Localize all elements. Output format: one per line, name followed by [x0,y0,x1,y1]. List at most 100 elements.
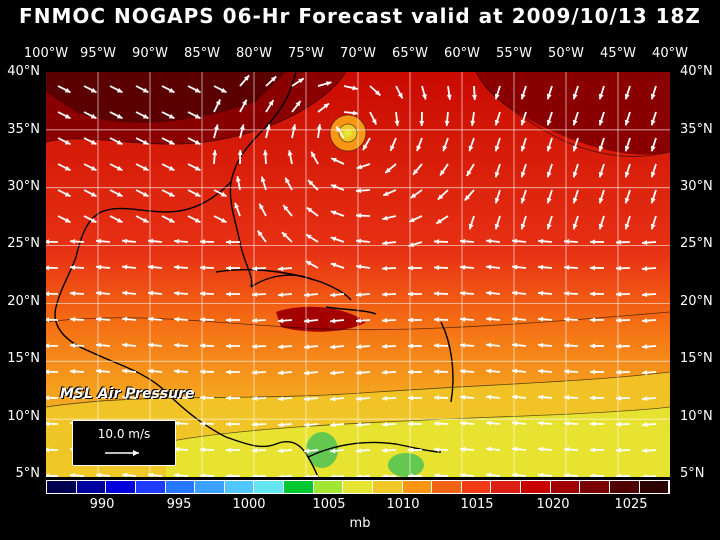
wind-arrow-head [642,240,648,246]
legend-swatch [343,481,373,493]
wind-arrow-head [382,421,388,427]
lat-label: 25°N [680,236,713,251]
wind-arrow-head [212,150,218,156]
wind-arrow-head [213,124,219,130]
wind-arrow-head [226,447,232,453]
wind-arrow-head [200,343,206,349]
wind-arrow-head [252,291,258,297]
wind-arrow-head [252,447,258,453]
wind-arrow-head [642,396,648,402]
wind-arrow-head [265,124,271,130]
wind-arrow-head [374,90,381,96]
wind-arrow-head [538,264,544,270]
wind-arrow-head [460,264,466,270]
wind-arrow-head [650,223,656,230]
wind-arrow-head [590,291,596,297]
wind-arrow-head [434,265,440,271]
wind-arrow-head [200,317,206,323]
wind-arrow-head [330,184,337,190]
wind-arrow-head [122,238,128,244]
wind-arrow-head [385,167,391,173]
legend-swatch [432,481,462,493]
low-pressure-region [166,407,670,477]
wind-arrow-head [174,238,180,244]
wind-arrow-head [410,193,417,199]
wind-arrow-head [434,395,440,401]
lon-label: 95°W [80,46,116,61]
wind-arrow-head [194,191,201,197]
wind-arrow-head [460,420,466,426]
wind-arrow-head [564,317,570,323]
wind-arrow-head [90,139,97,145]
wind-arrow-head [281,232,288,238]
wind-arrow-head [382,447,388,453]
wind-arrow-head [494,145,500,152]
lowest-pressure-region [306,432,338,468]
wind-arrow-head [96,394,102,400]
wind-arrow-head [408,369,414,375]
wind-arrow-head [356,292,362,298]
wind-arrow-head [64,191,71,197]
wind-scale-label: 10.0 m/s [97,427,151,441]
wind-arrow-head [616,369,622,375]
wind-arrow-head [598,223,604,230]
highest-pressure-region [46,72,286,123]
wind-arrow-head [278,344,284,350]
wind-arrow-head [287,150,293,156]
wind-arrow-head [168,217,175,223]
wind-arrow-head [546,197,552,204]
pressure-map [43,71,671,480]
wind-arrow-head [252,265,258,271]
wind-arrow-head [363,144,368,151]
wind-arrow-head [460,316,466,322]
wind-arrow-head [200,421,206,427]
legend-tick: 1010 [386,497,420,512]
wind-arrow-head [382,265,388,271]
wind-arrow-head [390,145,395,151]
lon-label: 70°W [340,46,376,61]
wind-arrow-head [642,318,648,324]
wind-arrow-head [572,93,578,100]
wind-arrow-head [220,191,227,197]
wind-arrow-head [436,218,442,224]
wind-arrow-head [44,395,50,401]
wind-arrow-head [226,317,232,323]
wind-arrow-head [486,264,492,270]
wind-arrow-head [472,94,478,100]
wind-arrow-head [148,394,154,400]
wind-arrow-head [116,165,123,171]
wind-arrow-head [305,261,312,266]
wind-arrow-head [468,223,474,230]
wind-arrow-head [624,119,630,126]
wind-arrow-head [394,120,400,126]
wind-arrow-head [382,215,388,221]
wind-arrow-head [252,317,258,323]
lon-label: 80°W [236,46,272,61]
wind-arrow-head [642,370,648,376]
wind-arrow-head [494,197,500,204]
wind-arrow-head [434,473,440,479]
wind-arrow-head [96,290,102,296]
wind-arrow-head [330,262,337,268]
wind-arrow-head [70,316,76,322]
lon-label: 60°W [444,46,480,61]
wind-arrow-head [598,93,604,100]
wind-arrow-head [234,202,240,209]
wind-arrow-head [598,119,604,126]
wind-arrow-head [356,164,363,170]
legend-tick: 1000 [232,497,266,512]
wind-arrow-head [520,145,526,152]
legend-swatch [609,481,640,493]
legend-tick: 1025 [614,497,648,512]
wind-arrow-head [330,396,336,402]
wind-arrow-head [382,395,388,401]
wind-arrow-head [194,217,201,223]
wind-arrow-head [226,343,232,349]
wind-arrow-head [512,290,518,296]
wind-arrow-head [90,191,97,197]
wind-arrow-head [408,317,414,323]
legend-tick: 1015 [460,497,494,512]
wind-arrow-head [408,421,414,427]
wind-arrow-head [616,239,622,245]
wind-arrow-head [200,239,206,245]
